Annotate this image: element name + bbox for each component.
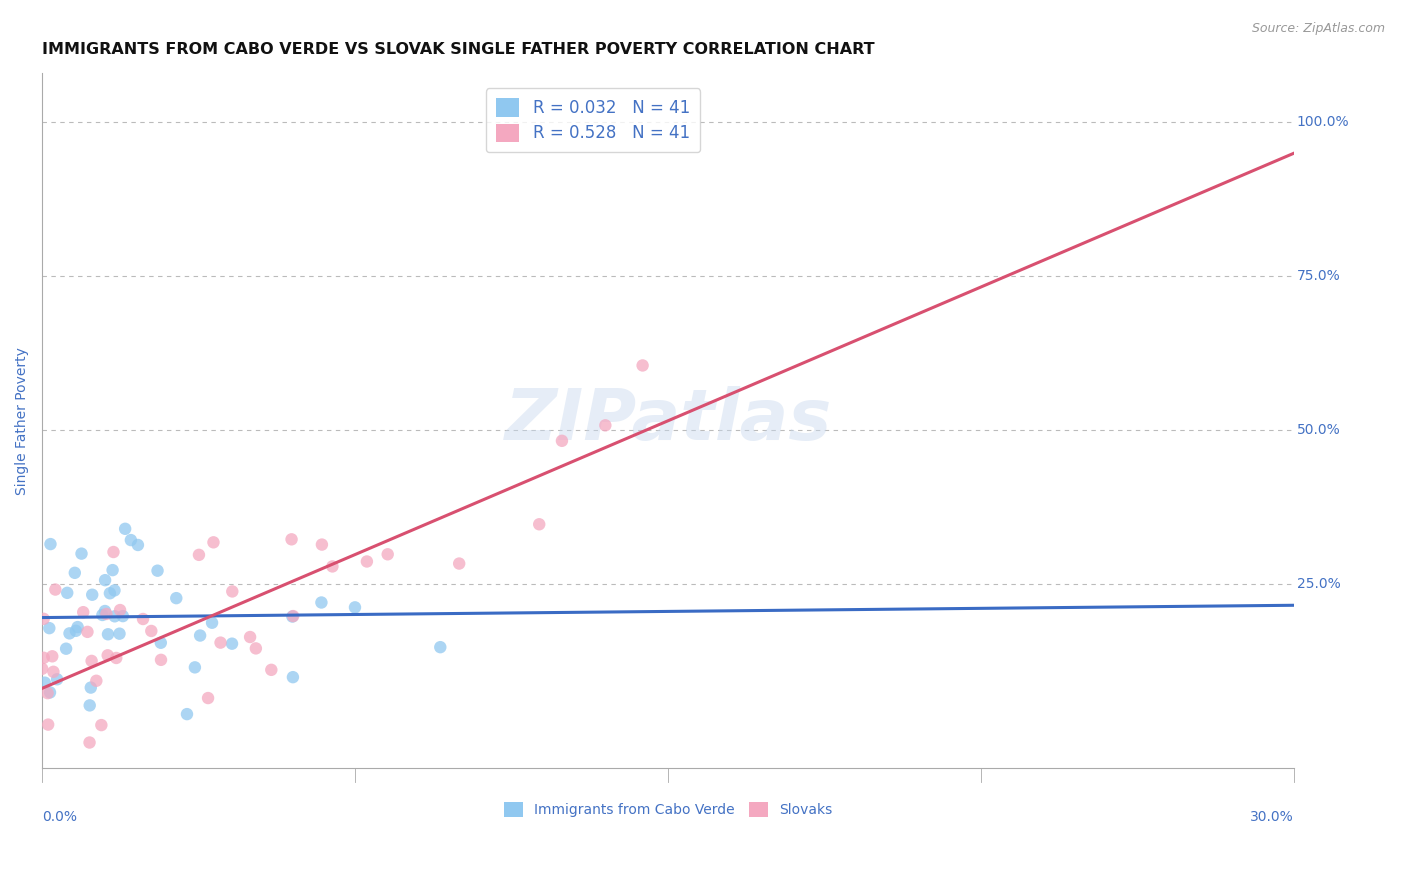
- Point: [105, 651, 128, 665]
- Legend: Immigrants from Cabo Verde, Slovaks: Immigrants from Cabo Verde, Slovaks: [496, 795, 839, 824]
- Point: [283, 609, 305, 624]
- Point: [80, 681, 103, 695]
- Point: [197, 691, 219, 706]
- Text: IMMIGRANTS FROM CABO VERDE VS SLOVAK SINGLE FATHER POVERTY CORRELATION CHART: IMMIGRANTS FROM CABO VERDE VS SLOVAK SIN…: [42, 42, 875, 57]
- Point: [103, 545, 125, 559]
- Point: [98, 586, 121, 600]
- Point: [429, 640, 451, 655]
- Point: [97, 648, 120, 663]
- Point: [97, 627, 120, 641]
- Point: [281, 609, 304, 624]
- Point: [32, 650, 55, 665]
- Point: [39, 537, 62, 551]
- Point: [311, 595, 333, 609]
- Point: [90, 718, 112, 732]
- Point: [356, 554, 378, 568]
- Point: [188, 628, 211, 642]
- Point: [70, 547, 93, 561]
- Point: [58, 626, 80, 640]
- Point: [165, 591, 187, 606]
- Point: [39, 685, 62, 699]
- Text: 30.0%: 30.0%: [1250, 810, 1294, 824]
- Point: [377, 547, 399, 561]
- Point: [343, 600, 366, 615]
- Point: [41, 649, 63, 664]
- Point: [280, 533, 302, 547]
- Point: [631, 359, 654, 373]
- Point: [76, 624, 98, 639]
- Point: [221, 637, 243, 651]
- Point: [34, 675, 56, 690]
- Point: [63, 566, 86, 580]
- Text: 25.0%: 25.0%: [1296, 577, 1340, 591]
- Point: [55, 641, 77, 656]
- Point: [31, 662, 53, 676]
- Point: [187, 548, 209, 562]
- Point: [82, 588, 104, 602]
- Point: [281, 670, 304, 684]
- Point: [311, 538, 333, 552]
- Text: 75.0%: 75.0%: [1296, 269, 1340, 283]
- Point: [127, 538, 149, 552]
- Point: [104, 609, 127, 624]
- Point: [184, 660, 207, 674]
- Point: [221, 584, 243, 599]
- Point: [32, 612, 55, 626]
- Point: [132, 612, 155, 626]
- Text: 100.0%: 100.0%: [1296, 115, 1350, 129]
- Point: [176, 707, 198, 722]
- Point: [202, 535, 225, 549]
- Text: 0.0%: 0.0%: [42, 810, 77, 824]
- Point: [86, 673, 108, 688]
- Point: [66, 620, 89, 634]
- Point: [321, 559, 343, 574]
- Point: [201, 615, 224, 630]
- Point: [239, 630, 262, 644]
- Point: [72, 605, 94, 619]
- Point: [79, 735, 101, 749]
- Point: [46, 673, 69, 687]
- Point: [96, 607, 118, 621]
- Point: [79, 698, 101, 713]
- Y-axis label: Single Father Poverty: Single Father Poverty: [15, 347, 30, 495]
- Point: [108, 626, 131, 640]
- Text: 50.0%: 50.0%: [1296, 423, 1340, 437]
- Point: [209, 635, 232, 649]
- Point: [101, 563, 124, 577]
- Point: [94, 604, 117, 618]
- Point: [56, 586, 79, 600]
- Point: [91, 607, 114, 622]
- Point: [42, 665, 65, 679]
- Point: [529, 517, 551, 532]
- Point: [551, 434, 574, 448]
- Point: [37, 717, 59, 731]
- Point: [44, 582, 66, 597]
- Point: [114, 522, 136, 536]
- Point: [449, 557, 471, 571]
- Point: [149, 636, 172, 650]
- Point: [595, 418, 617, 433]
- Point: [260, 663, 283, 677]
- Point: [141, 624, 163, 638]
- Point: [108, 603, 131, 617]
- Point: [37, 686, 59, 700]
- Point: [94, 573, 117, 587]
- Point: [111, 609, 134, 624]
- Point: [150, 653, 173, 667]
- Point: [103, 583, 125, 598]
- Point: [120, 533, 142, 547]
- Point: [146, 564, 169, 578]
- Point: [38, 621, 60, 635]
- Text: ZIPatlas: ZIPatlas: [505, 386, 832, 455]
- Point: [245, 641, 267, 656]
- Point: [65, 624, 87, 638]
- Text: Source: ZipAtlas.com: Source: ZipAtlas.com: [1251, 22, 1385, 36]
- Point: [80, 654, 103, 668]
